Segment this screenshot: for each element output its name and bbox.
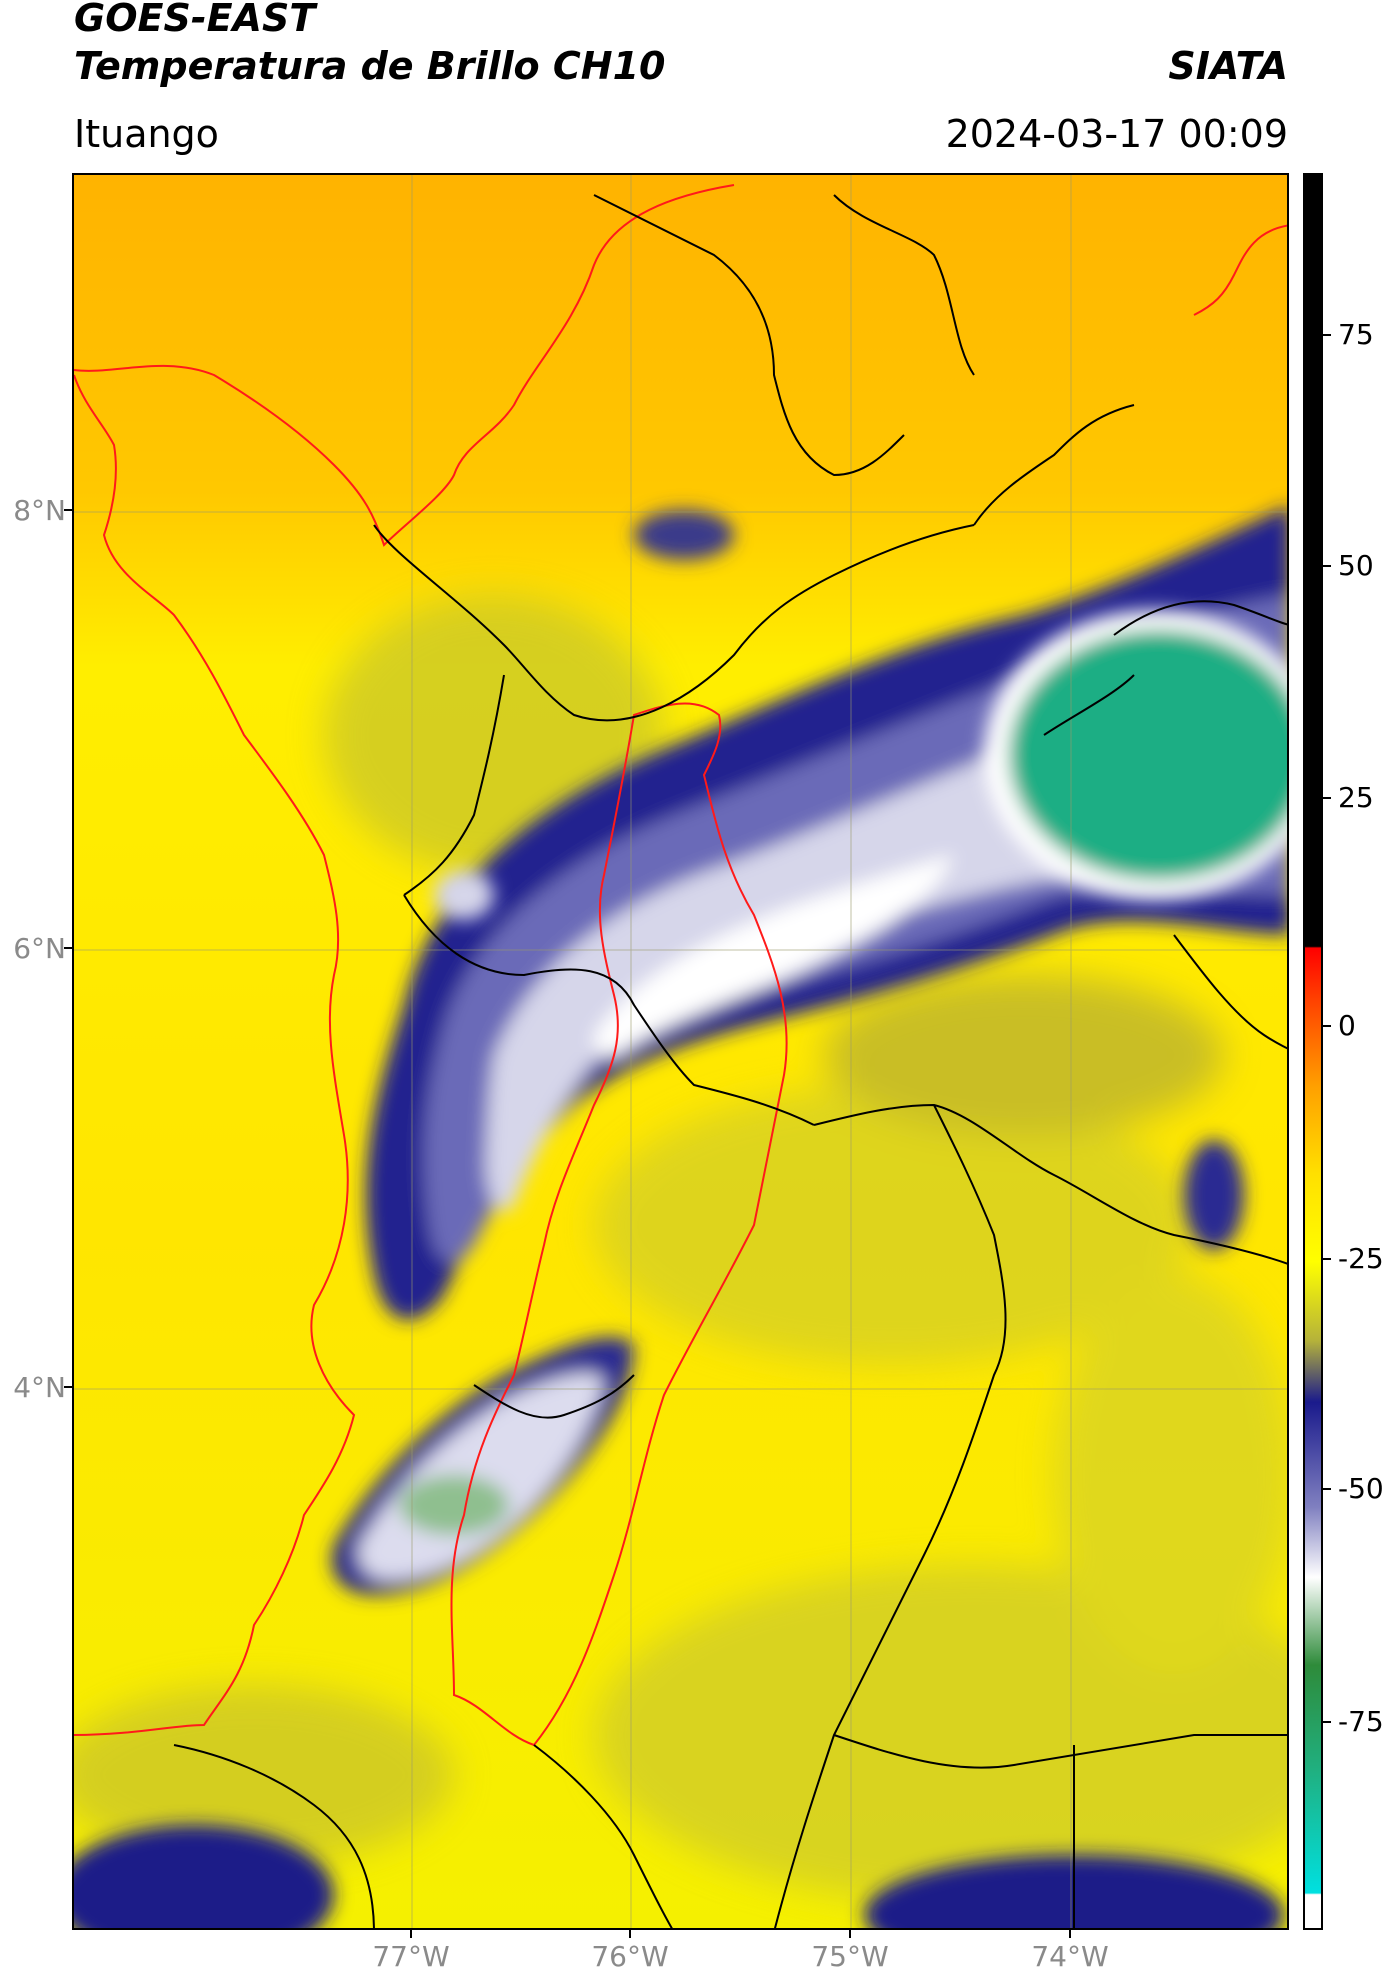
brightness-temperature-field bbox=[74, 175, 1287, 1928]
cb-label-m50: -50 bbox=[1338, 1472, 1384, 1505]
lon-tick-77 bbox=[410, 1930, 412, 1938]
lon-tick-74 bbox=[1069, 1930, 1071, 1938]
lat-label-4n: 4°N bbox=[13, 1371, 66, 1404]
lat-label-6n: 6°N bbox=[13, 932, 66, 965]
location-label: Ituango bbox=[74, 112, 219, 156]
cb-label-m75: -75 bbox=[1338, 1705, 1384, 1738]
colorbar bbox=[1303, 173, 1323, 1930]
lon-tick-76 bbox=[629, 1930, 631, 1938]
lat-label-8n: 8°N bbox=[13, 494, 66, 527]
lon-label-75w: 75°W bbox=[811, 1940, 889, 1973]
cb-label-75: 75 bbox=[1338, 318, 1374, 351]
title-line1: GOES-EAST bbox=[74, 0, 316, 40]
lon-label-74w: 74°W bbox=[1031, 1940, 1109, 1973]
title-line2: Temperatura de Brillo CH10 bbox=[74, 44, 666, 88]
cb-tick-50 bbox=[1323, 565, 1331, 567]
colorbar-gradient bbox=[1305, 175, 1321, 1928]
lon-tick-75 bbox=[849, 1930, 851, 1938]
cb-tick-25 bbox=[1323, 797, 1331, 799]
lat-tick-6 bbox=[64, 947, 72, 949]
lat-tick-4 bbox=[64, 1386, 72, 1388]
cb-label-0: 0 bbox=[1338, 1009, 1356, 1042]
lon-label-77w: 77°W bbox=[372, 1940, 450, 1973]
cb-label-m25: -25 bbox=[1338, 1242, 1384, 1275]
cb-tick-m50 bbox=[1323, 1488, 1331, 1490]
lat-tick-8 bbox=[64, 509, 72, 511]
cb-tick-m25 bbox=[1323, 1258, 1331, 1260]
cb-tick-75 bbox=[1323, 334, 1331, 336]
lon-label-76w: 76°W bbox=[591, 1940, 669, 1973]
cb-label-25: 25 bbox=[1338, 781, 1374, 814]
cb-tick-0 bbox=[1323, 1025, 1331, 1027]
brand-label: SIATA bbox=[1168, 44, 1288, 88]
datetime-label: 2024-03-17 00:09 bbox=[945, 112, 1288, 156]
cb-tick-m75 bbox=[1323, 1721, 1331, 1723]
satellite-map[interactable] bbox=[72, 173, 1289, 1930]
cb-label-50: 50 bbox=[1338, 549, 1374, 582]
